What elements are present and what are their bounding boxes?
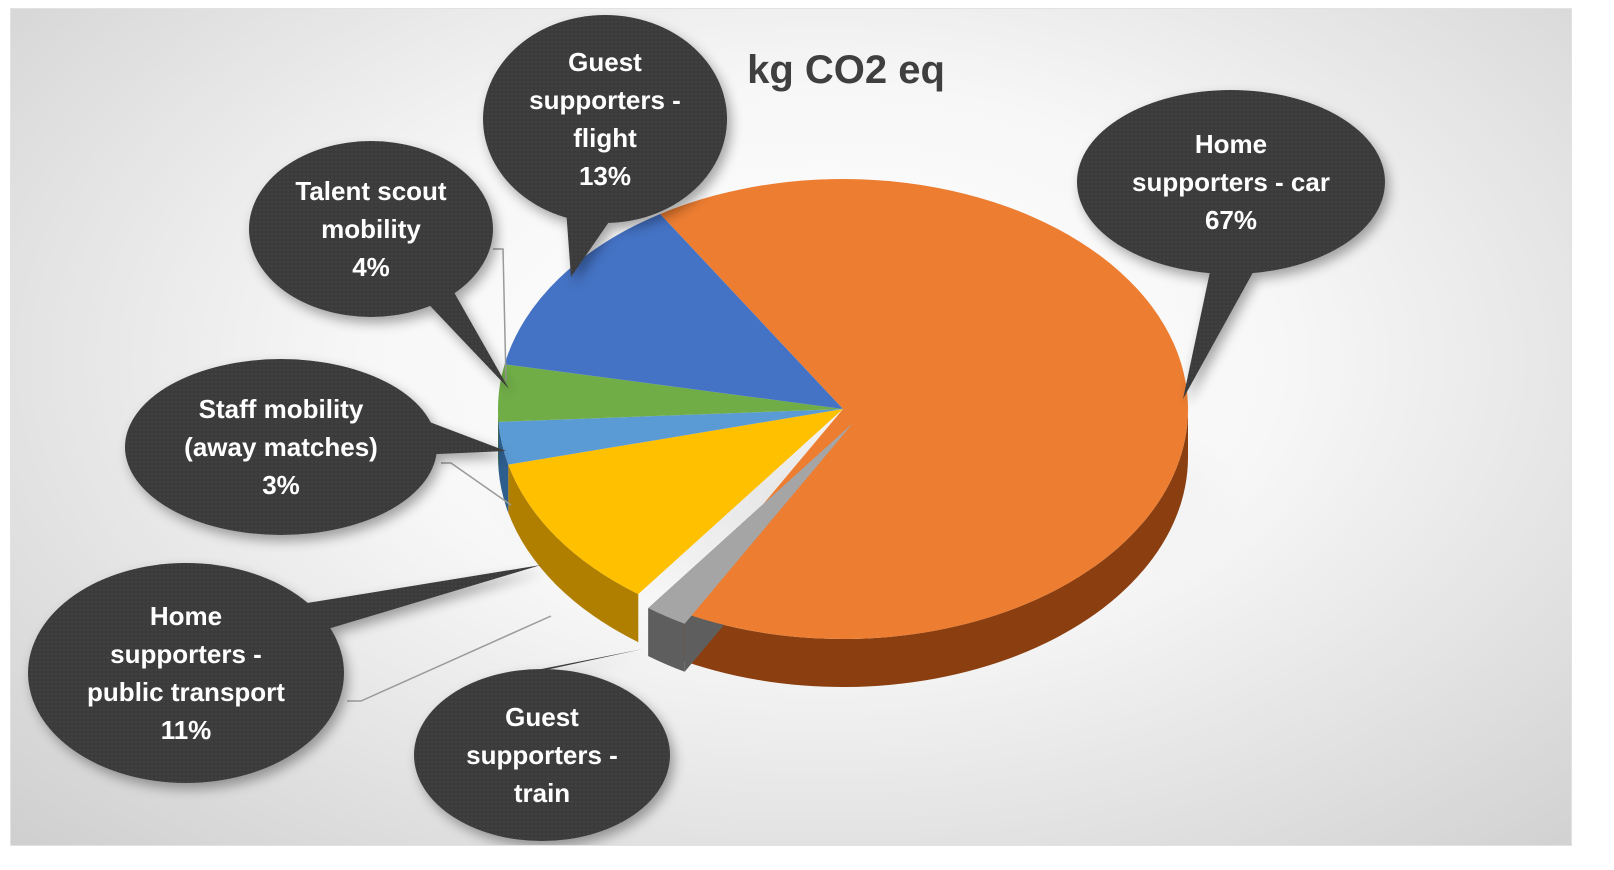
pie-slice-home-supporters-car <box>660 179 1188 640</box>
callout-label: supporters - <box>110 639 262 669</box>
pie-slice-side <box>508 464 639 643</box>
callout-label: supporters - <box>466 740 618 770</box>
chart-title: kg CO2 eq <box>747 48 945 92</box>
pie-slice-side <box>498 409 499 470</box>
callout-tail <box>566 209 611 277</box>
callout-label: public transport <box>87 677 285 707</box>
callout-tail <box>416 287 509 389</box>
callout-label: Home <box>1195 129 1267 159</box>
chart-area: Home supporters - car 67% Guest supporters -… <box>10 8 1572 846</box>
data-callout: Home supporters - public transport 11% <box>28 563 541 783</box>
callout-label: Talent scout <box>295 176 447 206</box>
data-callout: Guest supporters - flight 13% <box>483 15 727 277</box>
callout-label: supporters - car <box>1132 167 1330 197</box>
callout-tail <box>301 565 541 631</box>
data-callout: Home supporters - car 67% <box>1077 90 1385 399</box>
callout-label: flight <box>573 123 637 153</box>
callout-bubble <box>28 563 344 783</box>
callout-label: Home <box>150 601 222 631</box>
callout-bubble <box>249 141 493 317</box>
pie-slice-guest-supporters-flight <box>504 213 843 409</box>
callout-label: 4% <box>352 252 390 282</box>
callout-label: (away matches) <box>184 432 378 462</box>
callout-leader-line <box>493 248 507 382</box>
callout-label: mobility <box>321 214 421 244</box>
data-callout: Staff mobility (away matches) 3% <box>125 359 506 535</box>
callout-leader-line <box>347 615 552 702</box>
pie-slice-home-supporters-public-transport <box>508 409 843 595</box>
data-callout: Guest supporters - train <box>414 649 670 841</box>
callout-label: supporters - <box>529 85 681 115</box>
callout-leader-line <box>441 462 512 506</box>
callout-label: train <box>514 778 570 808</box>
pie-slice-side <box>674 409 1188 688</box>
callout-label: Guest <box>568 47 642 77</box>
callout-label: 13% <box>579 161 631 191</box>
callout-tail <box>1183 267 1256 399</box>
data-callout: Talent scout mobility 4% <box>249 141 509 389</box>
pie-slice-staff-mobility-away-matches- <box>498 409 843 465</box>
pie-chart: Home supporters - car 67% Guest supporters -… <box>28 15 1385 841</box>
callout-bubble <box>414 669 670 841</box>
callout-label: 67% <box>1205 205 1257 235</box>
callout-bubble <box>125 359 437 535</box>
pie-slice-side <box>498 421 509 513</box>
callout-label: Guest <box>505 702 579 732</box>
pie-slice-guest-supporters-train <box>648 423 853 624</box>
callout-bubble <box>1077 90 1385 274</box>
callout-label: 3% <box>262 470 300 500</box>
callout-label: Staff mobility <box>199 394 364 424</box>
callout-bubble <box>483 15 727 223</box>
callout-label: 11% <box>161 715 212 745</box>
pie-slice-talent-scout-mobility <box>498 364 843 422</box>
